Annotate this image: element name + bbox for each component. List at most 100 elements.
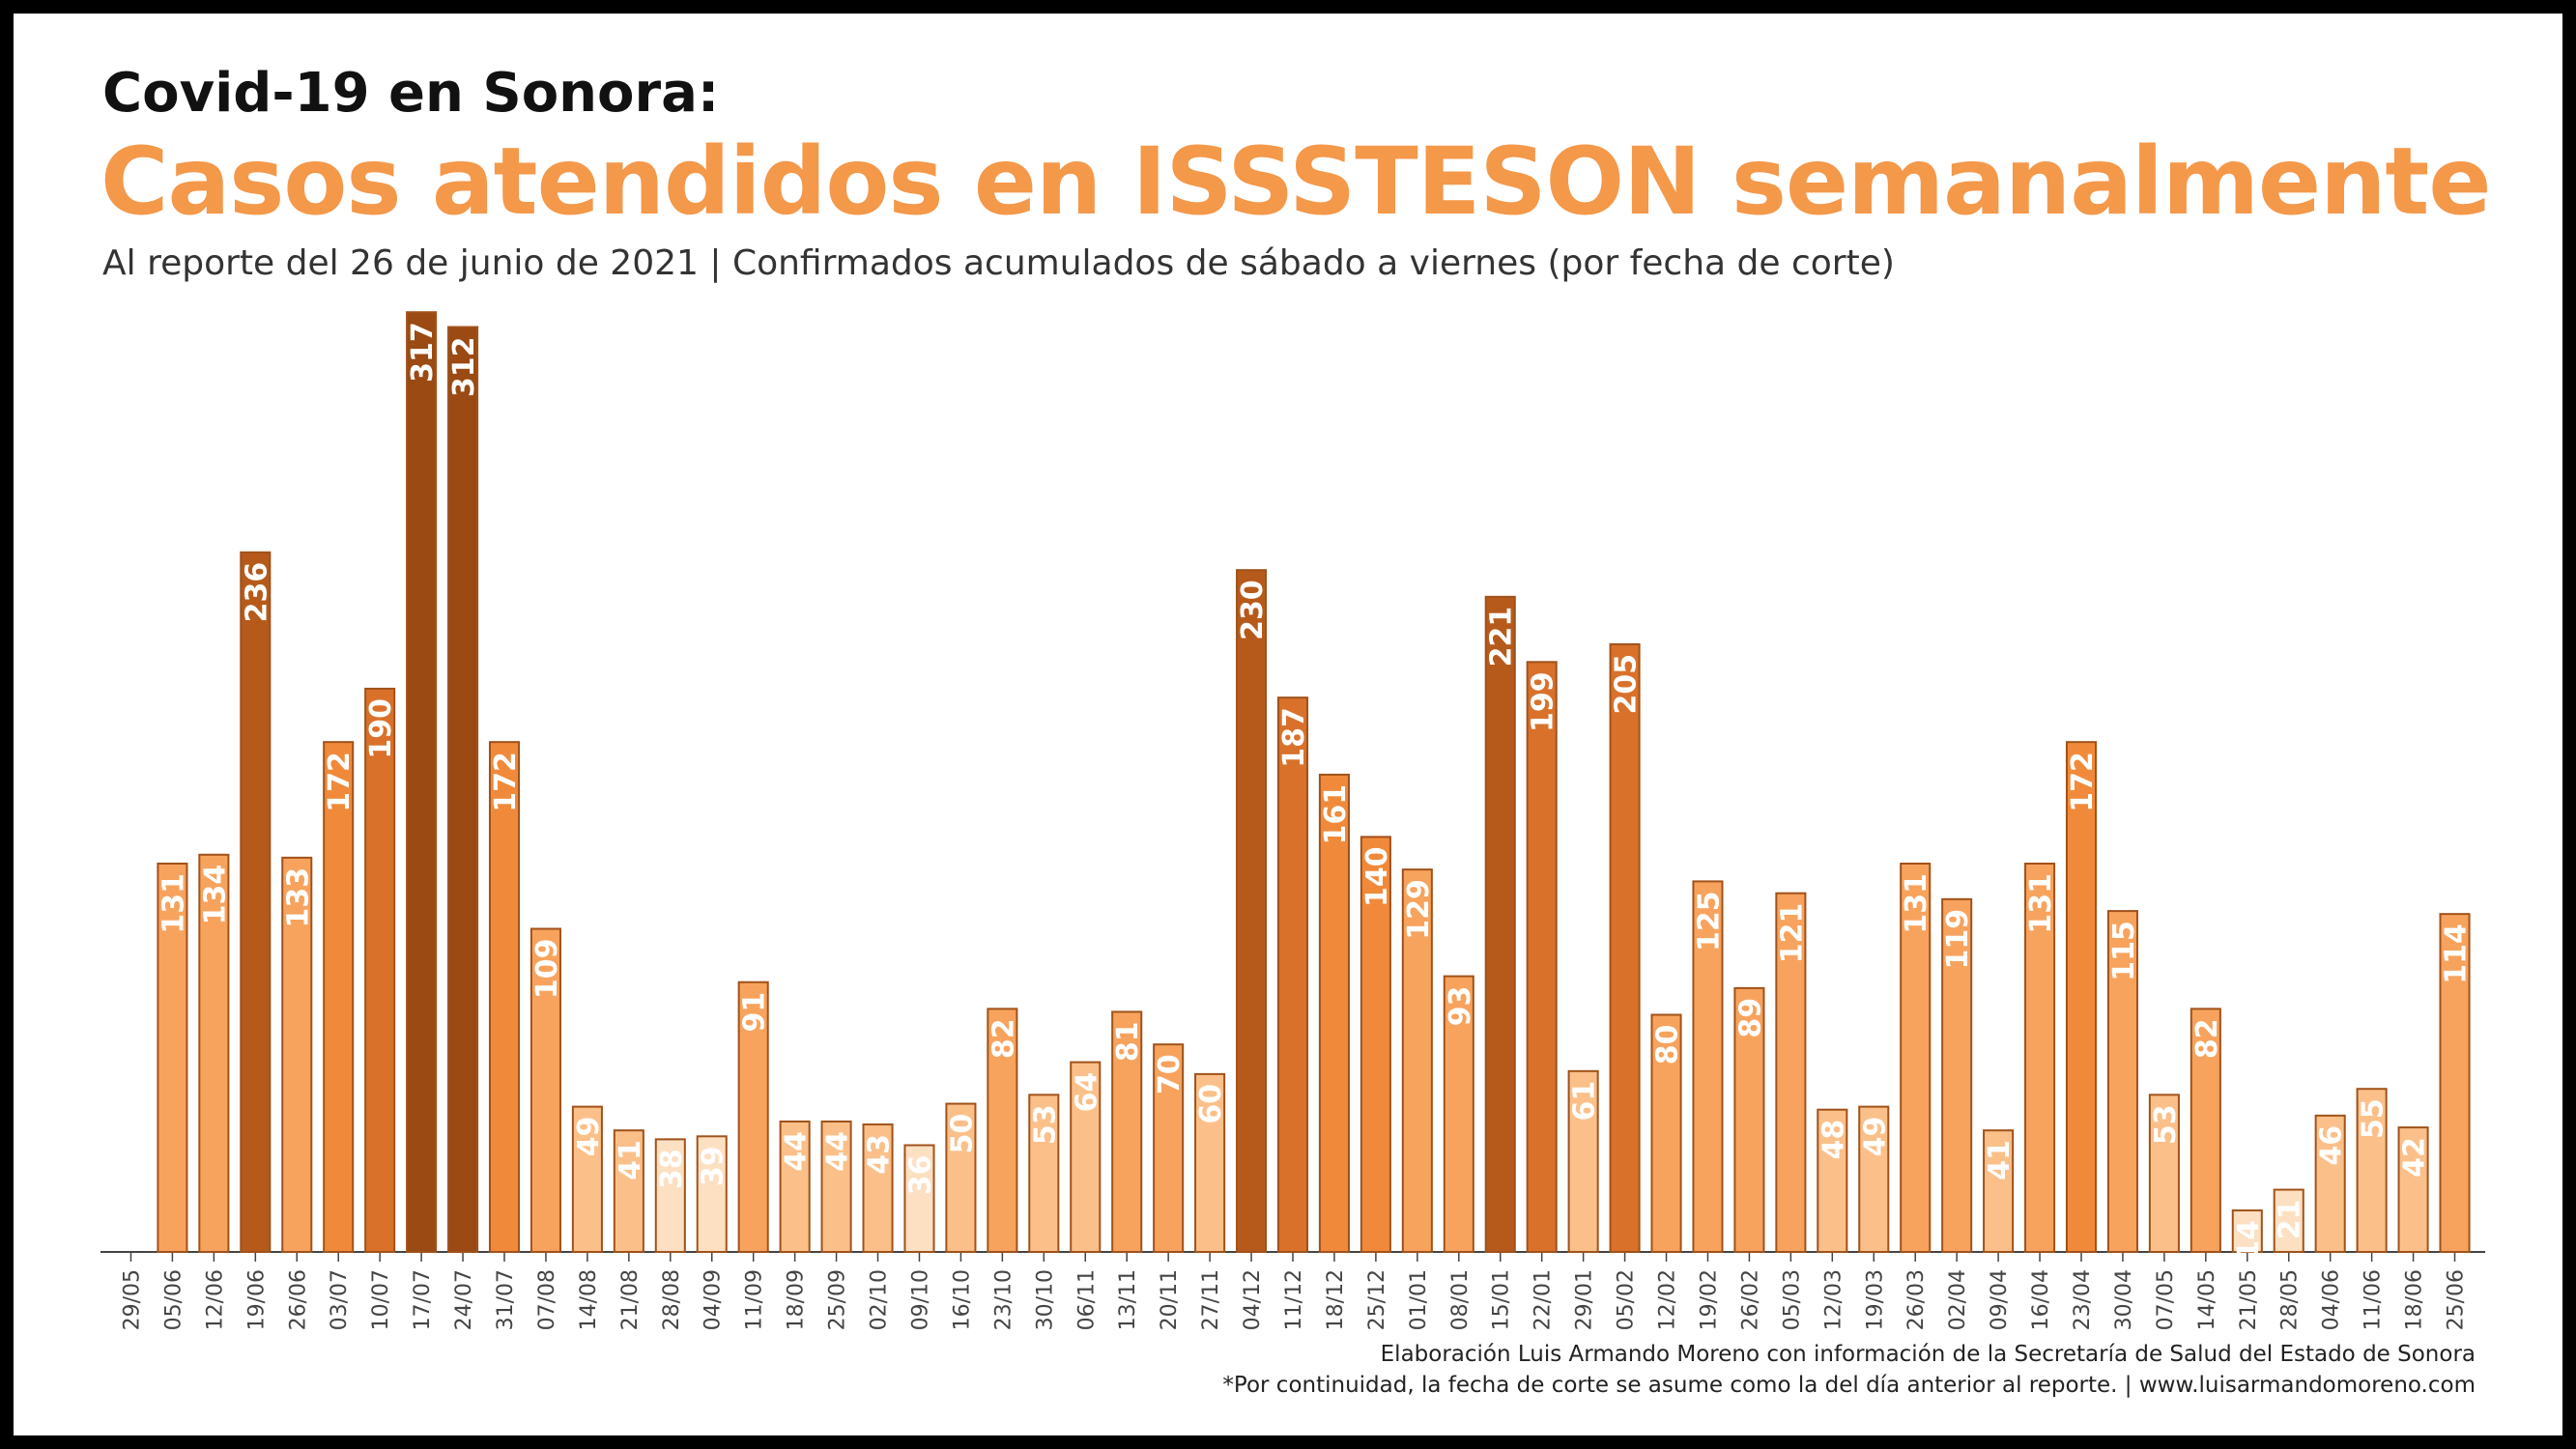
bar	[2397, 1126, 2429, 1254]
bar	[1153, 1043, 1185, 1253]
bar	[2065, 741, 2098, 1253]
bar-value-label: 44	[821, 1131, 855, 1172]
bar	[1941, 897, 1973, 1253]
x-tick-label: 22/01	[1531, 1269, 1556, 1330]
bar-value-label: 190	[364, 698, 398, 759]
bar-value-label: 81	[1111, 1021, 1145, 1062]
bar-value-label: 119	[1941, 909, 1975, 970]
chart-frame: Covid-19 en Sonora: Casos atendidos en I…	[14, 14, 2562, 1435]
bar	[2024, 862, 2056, 1254]
bar-value-label: 93	[1444, 986, 1477, 1027]
bar-value-label: 48	[1817, 1120, 1850, 1160]
x-tick-label: 18/12	[1324, 1269, 1348, 1330]
bar-value-label: 221	[1485, 607, 1519, 668]
bar-value-label: 131	[157, 873, 190, 934]
x-tick-label: 08/01	[1448, 1269, 1473, 1330]
bar-value-label: 140	[1360, 846, 1394, 907]
bar-value-label: 115	[2107, 921, 2141, 981]
bar-value-label: 41	[614, 1140, 647, 1180]
bar-value-label: 43	[863, 1134, 897, 1175]
bar	[1111, 1010, 1143, 1254]
chart-headline: Casos atendidos en ISSSTESON semanalment…	[100, 128, 2491, 236]
x-tick-label: 29/01	[1573, 1269, 1597, 1330]
x-tick-label: 25/12	[1365, 1269, 1389, 1330]
footer-credit: Elaboración Luis Armando Moreno con info…	[1380, 1342, 2476, 1367]
x-tick-label: 26/06	[286, 1269, 310, 1330]
bar-value-label: 82	[2190, 1018, 2224, 1059]
bar	[1070, 1061, 1102, 1253]
bar-value-label: 205	[1610, 654, 1644, 715]
chart-footer: Elaboración Luis Armando Moreno con info…	[1222, 1339, 2476, 1401]
bar-value-label: 236	[240, 562, 273, 623]
x-tick-label: 13/11	[1116, 1269, 1140, 1330]
bar-value-label: 82	[987, 1018, 1020, 1059]
bar	[2356, 1088, 2388, 1253]
bar	[530, 927, 561, 1253]
x-tick-label: 05/06	[161, 1269, 186, 1330]
x-tick-label: 11/09	[743, 1269, 767, 1330]
x-tick-label: 26/03	[1904, 1269, 1929, 1330]
bar-value-label: 230	[1236, 580, 1270, 640]
bar	[696, 1135, 728, 1253]
x-tick-label: 12/02	[1656, 1269, 1680, 1330]
bar	[2231, 1209, 2263, 1253]
x-tick-label: 18/06	[2403, 1269, 2427, 1330]
bar	[1194, 1072, 1226, 1253]
bar-value-label: 46	[2315, 1125, 2349, 1166]
bar	[406, 311, 438, 1253]
bar	[240, 551, 272, 1253]
x-tick-label: 19/03	[1863, 1269, 1887, 1330]
bar-value-label: 49	[1858, 1117, 1892, 1157]
bar	[820, 1120, 852, 1253]
x-tick-label: 27/11	[1199, 1269, 1223, 1330]
x-tick-label: 09/10	[908, 1269, 932, 1330]
bar	[2439, 913, 2471, 1253]
x-tick-label: 14/08	[577, 1269, 601, 1330]
bar	[1318, 773, 1350, 1254]
footer-note: *Por continuidad, la fecha de corte se a…	[1222, 1373, 2476, 1398]
bar	[613, 1129, 644, 1254]
x-tick-label: 10/07	[369, 1269, 393, 1330]
x-tick-label: 04/09	[701, 1269, 726, 1330]
bar-value-label: 199	[1527, 671, 1560, 732]
bar	[281, 856, 313, 1253]
bar	[364, 687, 396, 1253]
x-tick-label: 28/08	[660, 1269, 684, 1330]
bar-value-label: 131	[1900, 873, 1933, 934]
x-tick-label: 07/08	[535, 1269, 559, 1330]
bar-value-label: 36	[903, 1155, 937, 1196]
bar	[488, 741, 521, 1253]
bar-value-label: 21	[2274, 1200, 2307, 1240]
x-tick-label: 17/07	[411, 1269, 435, 1330]
x-tick-label: 04/12	[1241, 1269, 1265, 1330]
bar-value-label: 187	[1277, 707, 1311, 768]
x-tick-label: 06/11	[1074, 1269, 1099, 1330]
x-tick-label: 15/01	[1490, 1269, 1514, 1330]
bar	[987, 1008, 1018, 1254]
x-tick-label: 05/02	[1615, 1269, 1639, 1330]
bar	[2314, 1114, 2346, 1254]
bar	[1567, 1069, 1599, 1254]
bar	[1401, 868, 1433, 1253]
bar	[737, 980, 769, 1254]
bar-value-label: 172	[2066, 752, 2100, 812]
bar-value-label: 129	[1402, 879, 1436, 940]
bar	[198, 853, 230, 1253]
x-tick-label: 18/09	[785, 1269, 809, 1330]
bar-value-label: 172	[323, 752, 357, 812]
bar	[862, 1123, 894, 1253]
x-tick-label: 19/02	[1697, 1269, 1721, 1330]
bar-value-label: 53	[2149, 1104, 2183, 1145]
x-tick-label: 20/11	[1158, 1269, 1182, 1330]
x-tick-label: 12/03	[1821, 1269, 1846, 1330]
bar	[1900, 862, 1932, 1254]
x-tick-label: 19/06	[244, 1269, 269, 1330]
bar	[1360, 836, 1391, 1253]
bar-value-label: 14	[2232, 1220, 2266, 1261]
bar-value-label: 39	[697, 1146, 730, 1186]
bar-value-label: 55	[2357, 1098, 2390, 1139]
bar	[1484, 595, 1516, 1253]
x-tick-label: 21/08	[618, 1269, 643, 1330]
chart-subtitle: Al reporte del 26 de junio de 2021 | Con…	[102, 243, 1895, 283]
bar-value-label: 89	[1733, 998, 1767, 1038]
